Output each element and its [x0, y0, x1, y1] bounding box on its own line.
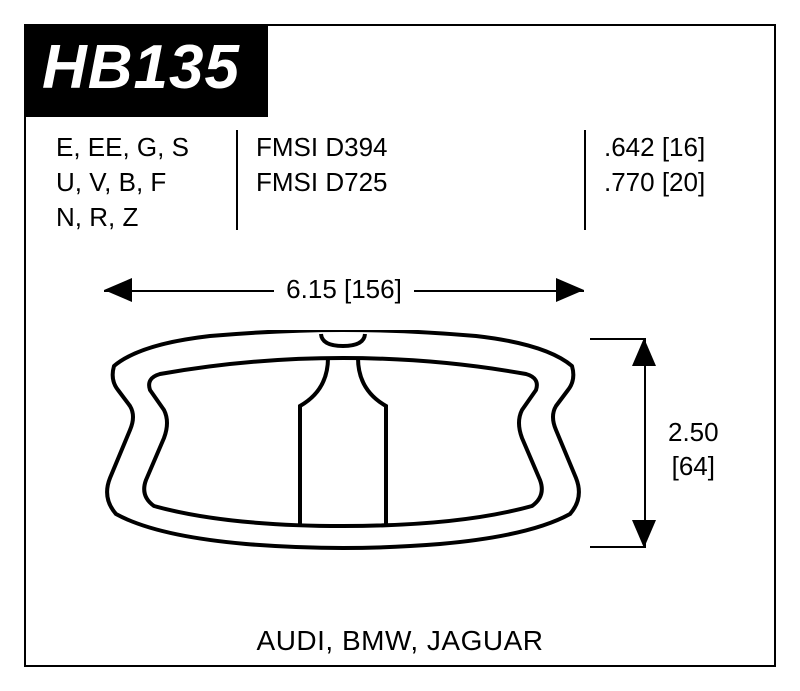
arrow-left-icon [104, 278, 132, 302]
thickness-line: .642 [16] [604, 130, 744, 165]
arrow-right-icon [556, 278, 584, 302]
fmsi-line: FMSI D725 [256, 165, 436, 200]
compounds-line: E, EE, G, S [56, 130, 236, 165]
brake-pad-outline [100, 330, 586, 550]
compounds-column: E, EE, G, S U, V, B, F N, R, Z [56, 130, 236, 230]
part-number-text: HB135 [42, 33, 240, 102]
spacer [436, 130, 584, 230]
part-number-badge: HB135 [24, 24, 268, 117]
fmsi-line: FMSI D394 [256, 130, 436, 165]
height-dimension: 2.50 [64] [630, 338, 750, 548]
compounds-line: N, R, Z [56, 200, 236, 235]
width-dimension: 6.15 [156] [104, 260, 584, 320]
vehicle-fitment: AUDI, BMW, JAGUAR [0, 625, 800, 657]
width-label: 6.15 [156] [274, 274, 414, 308]
dimension-line [644, 338, 646, 548]
specs-row: E, EE, G, S U, V, B, F N, R, Z FMSI D394… [56, 130, 744, 230]
height-label: 2.50 [64] [668, 416, 719, 484]
height-value: 2.50 [668, 416, 719, 450]
diagram-area: 6.15 [156] 2.50 [64] [40, 260, 760, 611]
fmsi-column: FMSI D394 FMSI D725 [236, 130, 436, 230]
arrow-up-icon [632, 338, 656, 366]
thickness-column: .642 [16] .770 [20] [584, 130, 744, 230]
height-value-mm: [64] [668, 450, 719, 484]
thickness-line: .770 [20] [604, 165, 744, 200]
compounds-line: U, V, B, F [56, 165, 236, 200]
arrow-down-icon [632, 520, 656, 548]
